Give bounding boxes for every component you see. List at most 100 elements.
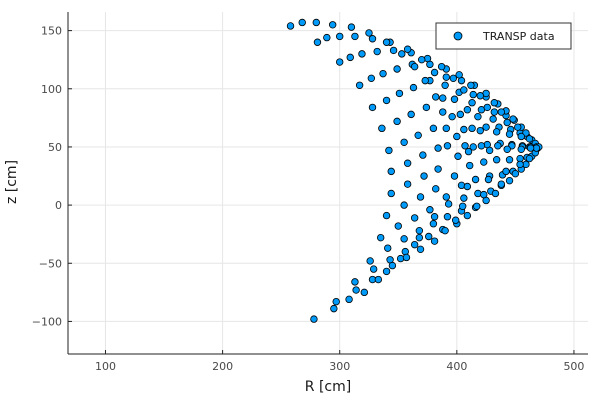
data-point (492, 128, 501, 136)
data-point (430, 237, 439, 245)
y-tick-label: 0 (55, 199, 62, 212)
data-point (393, 65, 401, 73)
data-point (466, 161, 474, 170)
data-point (476, 126, 484, 135)
data-point (492, 156, 501, 164)
data-point (457, 181, 466, 190)
data-point (442, 193, 450, 201)
data-point (460, 86, 468, 94)
data-point (461, 142, 469, 150)
axes: 100 200 300 400 500 −100 −50 0 50 100 150 (32, 12, 588, 373)
data-point (467, 81, 475, 89)
data-point (330, 304, 338, 313)
data-point (346, 53, 354, 62)
x-tick-label: 500 (563, 360, 584, 373)
data-point (347, 23, 356, 31)
data-point (351, 32, 359, 41)
data-point (366, 257, 374, 265)
data-point (444, 200, 453, 208)
data-point (387, 189, 395, 198)
data-point (511, 169, 520, 178)
data-point (410, 240, 419, 249)
data-point (358, 50, 366, 58)
data-point (403, 159, 412, 167)
data-point (425, 232, 433, 241)
data-point (414, 131, 422, 140)
data-point (352, 286, 360, 294)
data-point (490, 99, 499, 107)
data-point (396, 254, 405, 263)
data-point (398, 50, 406, 58)
data-point (394, 222, 402, 230)
data-point (286, 22, 295, 30)
data-point (489, 115, 497, 123)
data-point (417, 55, 426, 64)
legend-marker (453, 31, 463, 41)
data-point (497, 180, 506, 188)
data-point (388, 261, 397, 270)
data-point (441, 81, 449, 89)
data-point (441, 226, 449, 235)
data-point (505, 156, 514, 164)
data-point (377, 233, 385, 242)
data-point (420, 172, 428, 180)
data-point (514, 123, 522, 131)
data-point (367, 74, 376, 83)
data-point (393, 117, 401, 126)
data-point (468, 99, 476, 107)
data-point (429, 220, 438, 228)
data-point (382, 96, 391, 105)
data-point (403, 45, 412, 53)
y-tick-label: −100 (32, 315, 62, 328)
data-point (476, 92, 484, 100)
data-point (416, 245, 425, 254)
data-point (460, 194, 468, 202)
data-point (382, 211, 391, 220)
data-point (403, 180, 412, 188)
data-point (525, 154, 534, 163)
data-point (336, 32, 344, 41)
data-point (336, 58, 344, 66)
data-point (434, 144, 442, 152)
x-tick-label: 400 (446, 360, 467, 373)
data-point (505, 130, 514, 138)
data-point (497, 108, 506, 116)
data-point (474, 189, 482, 198)
data-point (442, 73, 450, 81)
data-point (443, 142, 452, 150)
x-tick-label: 200 (212, 360, 233, 373)
data-point (332, 297, 340, 306)
data-point (468, 124, 476, 133)
data-point (365, 29, 373, 37)
data-point (490, 108, 499, 116)
data-point (450, 95, 459, 103)
data-point (400, 138, 408, 146)
data-point (451, 216, 460, 224)
data-point (453, 132, 461, 141)
data-point (454, 152, 462, 160)
data-point (437, 62, 446, 71)
data-point (505, 176, 514, 185)
data-point (516, 160, 524, 169)
legend-label: TRANSP data (482, 30, 555, 43)
data-point (474, 112, 482, 121)
data-point (480, 158, 488, 166)
data-point (384, 244, 392, 252)
data-point (463, 211, 472, 220)
data-point (410, 62, 419, 71)
data-point (458, 202, 467, 210)
data-point (426, 206, 434, 214)
data-point (460, 125, 468, 134)
data-point (469, 90, 477, 99)
data-point (429, 124, 438, 133)
data-point (351, 278, 359, 286)
data-point (526, 144, 535, 152)
data-point (525, 135, 534, 143)
data-point (463, 106, 472, 114)
data-point (355, 81, 364, 89)
grid (68, 12, 588, 354)
y-tick-label: 150 (41, 25, 62, 38)
data-point (402, 253, 411, 262)
data-point (374, 275, 383, 284)
